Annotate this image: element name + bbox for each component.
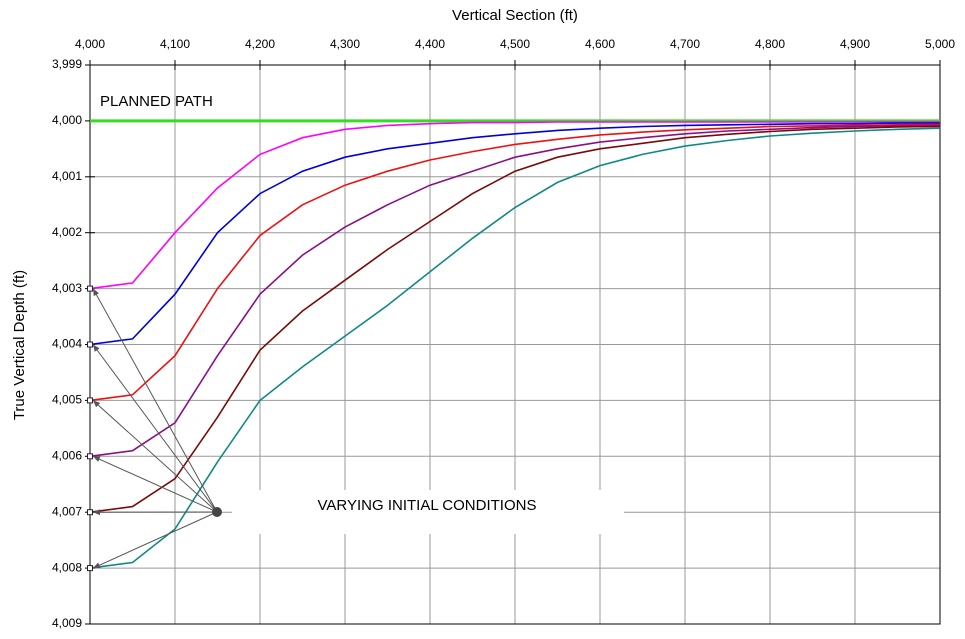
y-tick-label: 4,005 [52,393,82,407]
start-marker [88,342,93,347]
y-tick-label: 3,999 [52,57,82,71]
y-axis-title: True Vertical Depth (ft) [11,270,28,420]
y-tick-label: 4,007 [52,504,82,518]
annotation: PLANNED PATH [100,93,213,110]
y-tick-label: 4,004 [52,337,82,351]
annotation: VARYING INITIAL CONDITIONS [318,497,537,514]
x-tick-label: 4,100 [160,37,190,51]
start-marker [88,454,93,459]
x-tick-label: 4,900 [840,37,870,51]
chart-title: Vertical Section (ft) [452,7,578,24]
x-tick-label: 4,800 [755,37,785,51]
y-tick-label: 4,003 [52,281,82,295]
x-tick-label: 4,400 [415,37,445,51]
start-marker [88,566,93,571]
y-tick-label: 4,001 [52,169,82,183]
y-tick-label: 4,009 [52,616,82,630]
x-tick-label: 4,000 [75,37,105,51]
x-tick-label: 5,000 [925,37,955,51]
annotation-dot [212,507,222,517]
x-tick-label: 4,500 [500,37,530,51]
start-marker [88,510,93,515]
x-tick-label: 4,200 [245,37,275,51]
x-tick-label: 4,700 [670,37,700,51]
y-tick-label: 4,008 [52,560,82,574]
start-marker [88,398,93,403]
x-tick-label: 4,300 [330,37,360,51]
y-tick-label: 4,000 [52,113,82,127]
x-tick-label: 4,600 [585,37,615,51]
y-tick-label: 4,006 [52,448,82,462]
y-tick-label: 4,002 [52,225,82,239]
start-marker [88,286,93,291]
